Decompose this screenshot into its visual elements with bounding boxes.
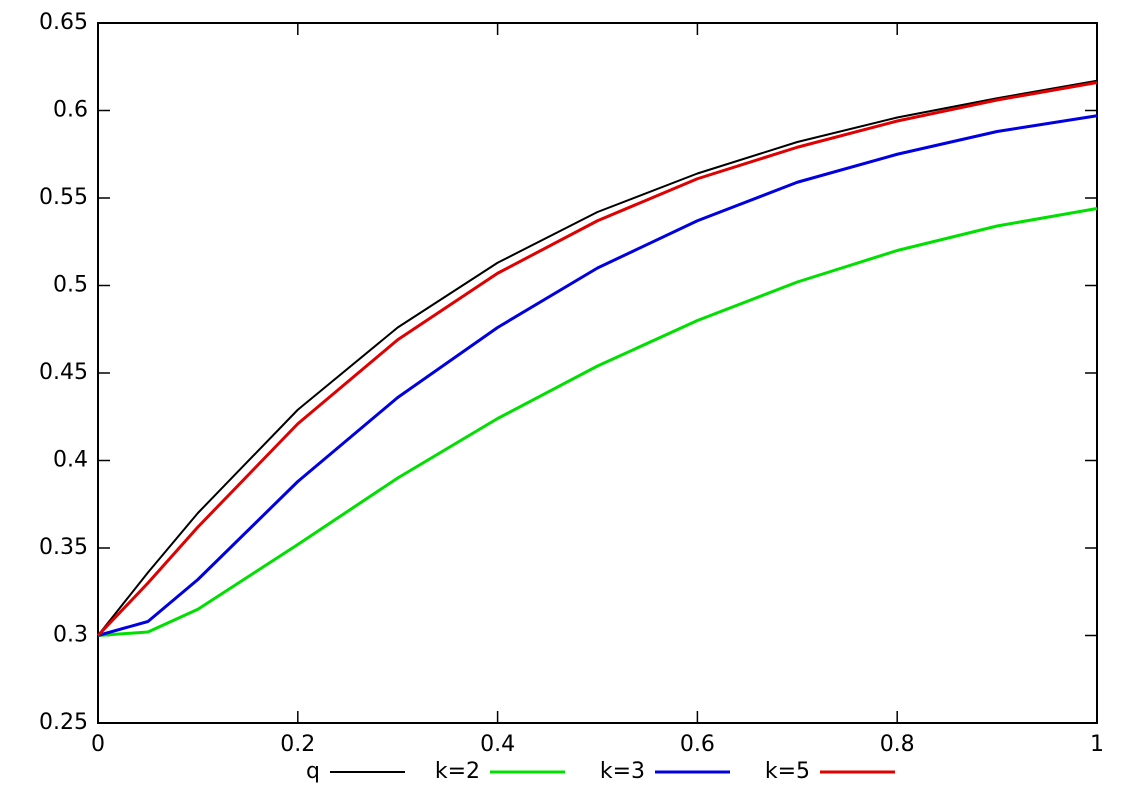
y-tick-label: 0.45 [39, 360, 88, 385]
y-tick-label: 0.4 [53, 448, 88, 473]
series-line [97, 207, 1098, 637]
legend-label: q [306, 759, 320, 784]
x-tick-label: 0 [91, 732, 105, 757]
x-tick-label: 0.6 [680, 732, 715, 757]
y-tick-label: 0.6 [53, 98, 88, 123]
legend-label: k=3 [600, 759, 645, 784]
series-line [96, 81, 1098, 637]
plot-frame [97, 22, 1098, 724]
series-line [97, 79, 1098, 637]
y-tick-label: 0.25 [39, 710, 88, 735]
legend-label: k=2 [435, 759, 480, 784]
y-tick-label: 0.35 [39, 535, 88, 560]
legend-label: k=5 [765, 759, 810, 784]
x-tick-label: 0.4 [480, 732, 515, 757]
x-tick-label: 0.2 [280, 732, 315, 757]
y-tick-label: 0.55 [39, 185, 88, 210]
x-tick-label: 1 [1090, 732, 1104, 757]
y-tick-label: 0.3 [53, 623, 88, 648]
x-tick-label: 0.8 [880, 732, 915, 757]
y-tick-label: 0.65 [39, 10, 88, 35]
series-line [97, 114, 1098, 637]
y-tick-label: 0.5 [53, 273, 88, 298]
